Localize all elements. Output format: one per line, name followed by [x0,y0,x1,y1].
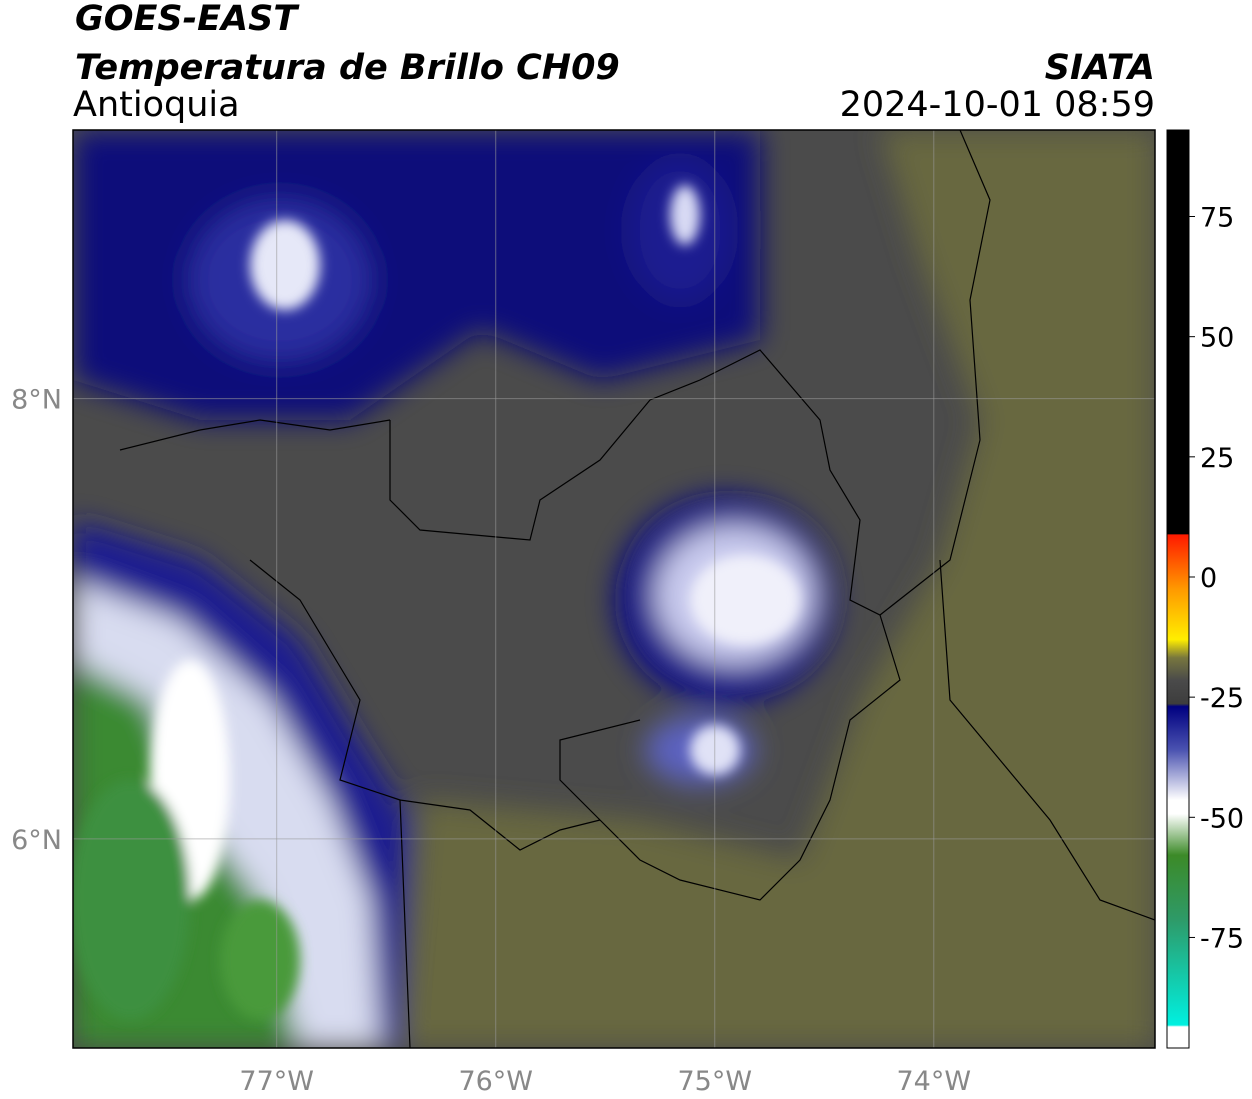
colorbar [1166,129,1190,1049]
colorbar-tick-label: 50 [1200,323,1234,354]
colorbar-tick-label: 75 [1200,203,1234,234]
colorbar-ticks: -75 -50 -25 0 25 50 75 [1189,203,1244,954]
source-label: SIATA [1045,48,1155,88]
y-tick-label: 6°N [11,825,62,856]
satellite-image [73,130,1155,1048]
region-label: Antioquia [73,85,240,125]
boundaries [119,130,1155,1048]
datetime-label: 2024-10-01 08:59 [840,85,1155,125]
colorbar-tick-label: -75 [1200,923,1244,954]
x-tick-label: 76°W [458,1066,533,1097]
colorbar-tick-label: -50 [1200,803,1244,834]
colorbar-tick-label: -25 [1200,683,1244,714]
x-tick-label: 77°W [239,1066,314,1097]
product-title: Temperatura de Brillo CH09 [75,48,620,88]
satellite-title: GOES-EAST [75,0,300,39]
colorbar-tick-label: 0 [1200,563,1217,594]
y-tick-label: 8°N [11,385,62,416]
graticule [73,130,1155,1048]
x-tick-label: 74°W [897,1066,972,1097]
map-frame [72,129,1156,1049]
x-tick-label: 75°W [677,1066,752,1097]
colorbar-tick-label: 25 [1200,443,1234,474]
